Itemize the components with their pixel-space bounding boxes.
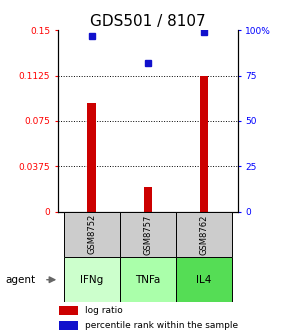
- Text: GSM8757: GSM8757: [143, 214, 153, 255]
- FancyBboxPatch shape: [64, 257, 120, 302]
- Text: percentile rank within the sample: percentile rank within the sample: [85, 321, 238, 330]
- Text: GSM8752: GSM8752: [87, 214, 96, 254]
- Text: GSM8762: GSM8762: [200, 214, 209, 255]
- Bar: [144, 187, 152, 212]
- FancyBboxPatch shape: [64, 212, 120, 257]
- Bar: [59, 306, 78, 315]
- Text: agent: agent: [6, 275, 36, 285]
- FancyBboxPatch shape: [120, 257, 176, 302]
- Text: IL4: IL4: [196, 275, 212, 285]
- Bar: [88, 103, 96, 212]
- Bar: [59, 321, 78, 330]
- Title: GDS501 / 8107: GDS501 / 8107: [90, 14, 206, 29]
- Text: TNFa: TNFa: [135, 275, 161, 285]
- Text: log ratio: log ratio: [85, 306, 122, 315]
- FancyBboxPatch shape: [176, 257, 232, 302]
- Bar: [200, 76, 208, 212]
- FancyBboxPatch shape: [176, 212, 232, 257]
- FancyBboxPatch shape: [120, 212, 176, 257]
- Text: IFNg: IFNg: [80, 275, 103, 285]
